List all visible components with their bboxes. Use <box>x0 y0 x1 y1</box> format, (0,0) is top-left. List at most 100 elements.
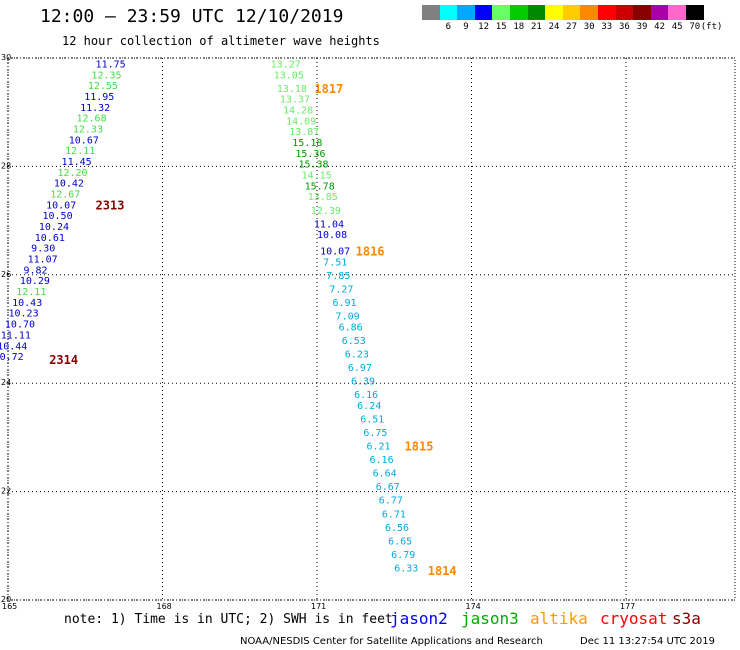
legend-label: 21 <box>530 22 542 32</box>
legend-label: 45 <box>671 22 683 32</box>
wave-height-label: 15.36 <box>295 149 325 160</box>
legend-swatch <box>474 5 493 20</box>
wave-height-label: 14.09 <box>286 116 316 127</box>
map-tick-labels: 165 168 171 174 177 30 28 26 24 22 20 <box>1 53 635 611</box>
wave-height-label: 6.39 <box>351 376 375 387</box>
wave-height-label: 6.33 <box>394 563 418 574</box>
wave-height-label: 6.24 <box>357 401 381 412</box>
lat-tick-label: 22 <box>1 487 11 496</box>
legend-swatch <box>545 5 564 20</box>
wave-height-label: 6.16 <box>370 455 394 466</box>
wave-height-label: 9.82 <box>23 265 47 276</box>
legend-label: 24 <box>548 22 560 32</box>
wave-height-label: 13.05 <box>274 70 304 81</box>
wave-height-label: 10.50 <box>43 211 73 222</box>
satellite-label-jason3: jason3 <box>461 609 519 628</box>
lat-tick-label: 20 <box>1 595 11 604</box>
legend-label: 42 <box>654 22 666 32</box>
wave-height-label: 13.27 <box>271 59 301 70</box>
time-labels: 2313 2314 1817 1816 1815 1814 <box>49 82 456 578</box>
legend-label: 9 <box>463 22 469 32</box>
legend-unit: (ft) <box>700 22 723 32</box>
wave-height-label: 15.18 <box>292 138 322 149</box>
wave-height-label: 14.28 <box>283 105 313 116</box>
map-grid <box>7 57 736 601</box>
wave-height-label: 11.95 <box>84 92 114 103</box>
legend-swatch <box>686 5 704 20</box>
wave-height-label: 12.67 <box>50 190 80 201</box>
lat-tick-label: 24 <box>1 378 11 387</box>
wave-height-label: 12.35 <box>91 70 121 81</box>
wave-height-label: 12.55 <box>88 81 118 92</box>
wave-height-label: 6.53 <box>342 336 366 347</box>
legend-label: 36 <box>618 22 630 32</box>
wave-height-label: 6.91 <box>332 298 356 309</box>
legend-swatch <box>615 5 634 20</box>
wave-height-label: 10.72 <box>0 352 24 363</box>
legend-label: 70 <box>689 22 701 32</box>
wave-height-label: 9.30 <box>31 244 55 255</box>
observation-labels: 11.7512.3512.5511.9511.3212.6812.3310.67… <box>0 59 418 574</box>
legend-swatch <box>650 5 669 20</box>
legend-label: 15 <box>495 22 507 32</box>
page-subtitle: 12 hour collection of altimeter wave hei… <box>62 34 380 48</box>
wave-height-label: 7.85 <box>326 271 350 282</box>
lon-tick-label: 165 <box>2 602 17 611</box>
wave-height-label: 6.71 <box>382 509 406 520</box>
wave-height-label: 12.11 <box>16 287 46 298</box>
page-title: 12:00 – 23:59 UTC 12/10/2019 <box>40 6 344 27</box>
wave-height-label: 11.32 <box>80 103 110 114</box>
map-frame <box>7 57 736 601</box>
lon-tick-label: 168 <box>157 602 172 611</box>
pass-time-label: 2313 <box>96 198 125 212</box>
lon-tick-label: 171 <box>311 602 326 611</box>
wave-height-label: 14.15 <box>302 171 332 182</box>
legend-swatch <box>668 5 687 20</box>
wave-height-label: 10.44 <box>0 341 27 352</box>
wave-height-label: 15.78 <box>305 181 335 192</box>
pass-time-label: 1814 <box>428 564 457 578</box>
legend-swatch <box>492 5 511 20</box>
lat-tick-label: 30 <box>1 53 11 62</box>
wave-height-label: 11.07 <box>28 255 58 266</box>
satellite-label-altika: altika <box>530 609 588 628</box>
satellite-label-s3a: s3a <box>672 609 701 628</box>
wave-height-label: 10.70 <box>5 320 35 331</box>
wave-height-label: 10.24 <box>39 222 69 233</box>
wave-height-label: 13.85 <box>308 192 338 203</box>
wave-height-label: 7.27 <box>329 284 353 295</box>
wave-height-label: 10.08 <box>317 230 347 241</box>
legend-label: 6 <box>445 22 452 32</box>
satellite-label-jason2: jason2 <box>390 609 448 628</box>
wave-height-label: 7.51 <box>323 257 347 268</box>
wave-height-label: 6.21 <box>366 442 390 453</box>
lat-tick-label: 26 <box>1 270 11 279</box>
pass-time-label: 1817 <box>314 82 343 96</box>
wave-height-label: 7.09 <box>336 311 360 322</box>
legend-label: 39 <box>636 22 648 32</box>
legend-swatch <box>439 5 458 20</box>
legend-swatch <box>598 5 616 20</box>
wave-height-label: 6.56 <box>385 523 409 534</box>
wave-height-label: 13.37 <box>280 95 310 106</box>
legend-swatch <box>580 5 599 20</box>
lat-tick-label: 28 <box>1 161 11 170</box>
legend-label: 33 <box>601 22 613 32</box>
wave-height-label: 10.61 <box>35 233 65 244</box>
pass-time-label: 2314 <box>49 353 78 367</box>
wave-height-label: 10.43 <box>12 298 42 309</box>
legend-label: 12 <box>478 22 490 32</box>
legend-label: 18 <box>513 22 525 32</box>
legend-swatch <box>633 5 652 20</box>
legend-swatch <box>562 5 581 20</box>
wave-height-label: 6.97 <box>348 363 372 374</box>
legend-label: 30 <box>583 22 595 32</box>
wave-height-label: 15.38 <box>298 160 328 171</box>
wave-height-label: 10.29 <box>20 276 50 287</box>
wave-height-label: 10.67 <box>69 135 99 146</box>
wave-height-label: 11.11 <box>1 330 31 341</box>
wave-height-label: 6.75 <box>363 428 387 439</box>
wave-height-label: 6.51 <box>360 414 384 425</box>
wave-height-label: 10.23 <box>9 309 39 320</box>
